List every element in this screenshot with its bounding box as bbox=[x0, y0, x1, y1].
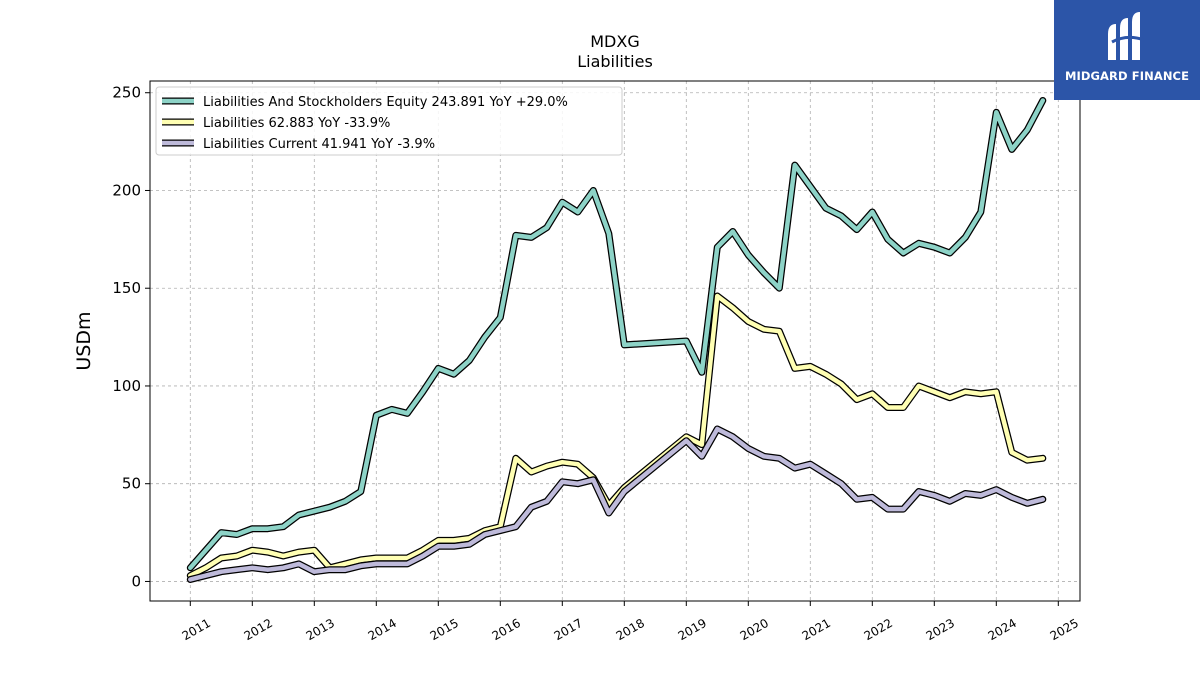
y-tick-label: 150 bbox=[112, 279, 141, 297]
x-tick-label: 2018 bbox=[614, 616, 647, 643]
x-tick-label: 2019 bbox=[676, 616, 709, 643]
legend-box bbox=[155, 86, 623, 156]
x-tick-label: 2015 bbox=[428, 616, 461, 643]
y-tick-label: 50 bbox=[122, 475, 141, 493]
x-tick-label: 2021 bbox=[800, 616, 833, 643]
series-line-2 bbox=[188, 293, 1046, 578]
x-tick-label: 2016 bbox=[490, 616, 523, 643]
brand-logo: MIDGARD FINANCE bbox=[1054, 0, 1200, 100]
x-tick-label: 2020 bbox=[738, 616, 771, 643]
series-line-1 bbox=[188, 98, 1046, 571]
logo-text: MIDGARD FINANCE bbox=[1064, 69, 1190, 83]
legend-entry: Liabilities 62.883 YoY -33.9% bbox=[203, 116, 390, 131]
x-tick-label: 2024 bbox=[986, 616, 1019, 643]
y-axis-label: USDm bbox=[73, 311, 95, 370]
logo-mark-icon bbox=[1108, 12, 1145, 60]
y-tick-label: 0 bbox=[131, 572, 141, 590]
plot-frame bbox=[149, 80, 1081, 602]
x-tick-label: 2023 bbox=[924, 616, 957, 643]
series-line-3 bbox=[188, 426, 1046, 582]
x-tick-label: 2022 bbox=[862, 616, 895, 643]
y-tick-label: 250 bbox=[112, 84, 141, 102]
x-tick-label: 2011 bbox=[180, 616, 213, 643]
chart-subtitle: Liabilities bbox=[577, 52, 653, 71]
x-tick-label: 2014 bbox=[366, 616, 399, 643]
legend-entry: Liabilities And Stockholders Equity 243.… bbox=[203, 95, 568, 110]
x-tick-label: 2012 bbox=[242, 616, 275, 643]
x-tick-label: 2025 bbox=[1048, 616, 1081, 643]
chart-title: MDXG bbox=[590, 32, 640, 51]
y-tick-label: 200 bbox=[112, 181, 141, 199]
y-tick-label: 100 bbox=[112, 377, 141, 395]
legend-entry: Liabilities Current 41.941 YoY -3.9% bbox=[203, 137, 435, 152]
x-tick-label: 2013 bbox=[304, 616, 337, 643]
series-outline-2 bbox=[186, 292, 1047, 580]
x-tick-label: 2017 bbox=[552, 616, 585, 643]
